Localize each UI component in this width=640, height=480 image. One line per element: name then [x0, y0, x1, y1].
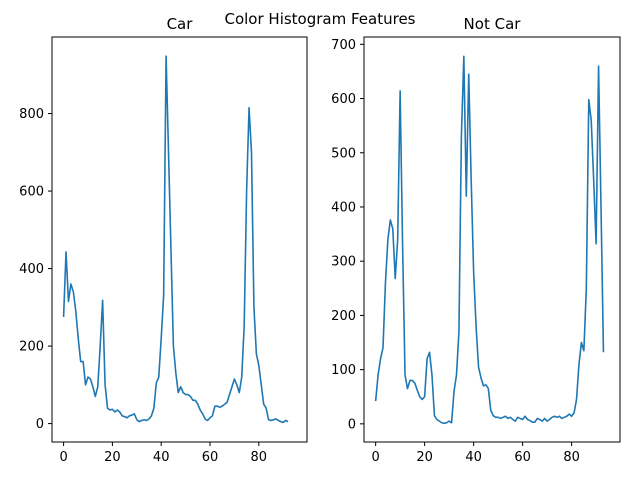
subplot-title: Not Car [464, 15, 522, 33]
x-tick-label: 20 [104, 450, 121, 465]
x-tick-label: 40 [153, 450, 170, 465]
y-tick-label: 0 [36, 417, 44, 432]
y-tick-label: 200 [331, 309, 356, 324]
y-tick-label: 100 [331, 363, 356, 378]
y-tick-label: 400 [331, 200, 356, 215]
y-tick-label: 600 [331, 92, 356, 107]
axes-frame [51, 36, 308, 443]
x-tick-label: 60 [202, 450, 219, 465]
x-tick-label: 0 [59, 450, 67, 465]
x-tick-label: 0 [371, 450, 379, 465]
y-tick-label: 200 [19, 340, 44, 355]
y-tick-label: 600 [19, 185, 44, 200]
x-tick-label: 20 [416, 450, 433, 465]
x-tick-label: 80 [251, 450, 268, 465]
x-tick-label: 60 [514, 450, 531, 465]
y-tick-label: 0 [348, 417, 356, 432]
x-tick-label: 80 [563, 450, 580, 465]
subplot-not-car: 0 20 40 60 80 0 100 200 300 400 500 600 700 Not Car [331, 15, 621, 465]
y-tick-label: 800 [19, 107, 44, 122]
figure-suptitle: Color Histogram Features [224, 10, 415, 28]
y-tick-label: 700 [331, 38, 356, 53]
y-tick-label: 400 [19, 262, 44, 277]
subplot-title: Car [167, 15, 194, 33]
series-line-0 [62, 55, 289, 424]
series-line-0 [374, 55, 605, 425]
axes-frame [363, 36, 621, 443]
x-tick-label: 40 [465, 450, 482, 465]
y-tick-label: 500 [331, 146, 356, 161]
y-tick-label: 300 [331, 255, 356, 270]
